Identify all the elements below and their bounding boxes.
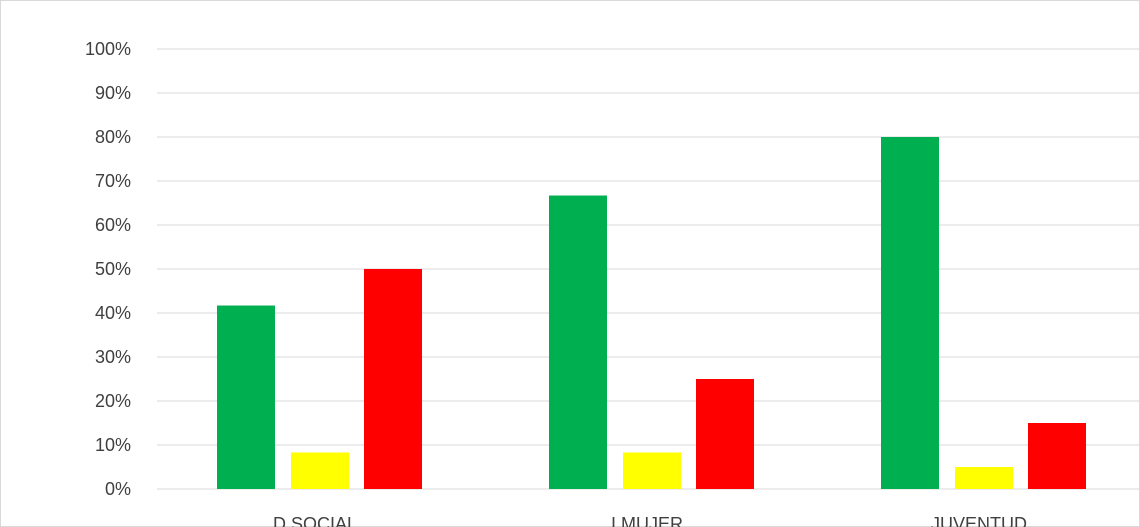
bar [623, 452, 681, 489]
y-tick-label: 80% [95, 127, 131, 147]
x-category-label: JUVENTUD [931, 514, 1027, 527]
y-tick-label: 100% [85, 39, 131, 59]
gridlines [157, 48, 1140, 490]
bar [1028, 423, 1086, 489]
x-category-label: I MUJER [611, 514, 683, 527]
bar [217, 305, 275, 489]
x-category-label: D SOCIAL [273, 514, 357, 527]
bar [549, 195, 607, 489]
bar [291, 452, 349, 489]
y-tick-label: 10% [95, 435, 131, 455]
y-tick-label: 40% [95, 303, 131, 323]
y-tick-label: 90% [95, 83, 131, 103]
bars [217, 137, 1086, 489]
bar [955, 467, 1013, 489]
y-tick-label: 0% [105, 479, 131, 499]
x-axis: D SOCIAL I MUJER JUVENTUD [273, 514, 1027, 527]
y-tick-label: 30% [95, 347, 131, 367]
y-tick-label: 20% [95, 391, 131, 411]
y-axis: 0% 10% 20% 30% 40% 50% 60% 70% 80% 90% 100% [85, 39, 131, 499]
bar [364, 269, 422, 489]
y-tick-label: 70% [95, 171, 131, 191]
bar [696, 379, 754, 489]
y-tick-label: 50% [95, 259, 131, 279]
bar [881, 137, 939, 489]
y-tick-label: 60% [95, 215, 131, 235]
